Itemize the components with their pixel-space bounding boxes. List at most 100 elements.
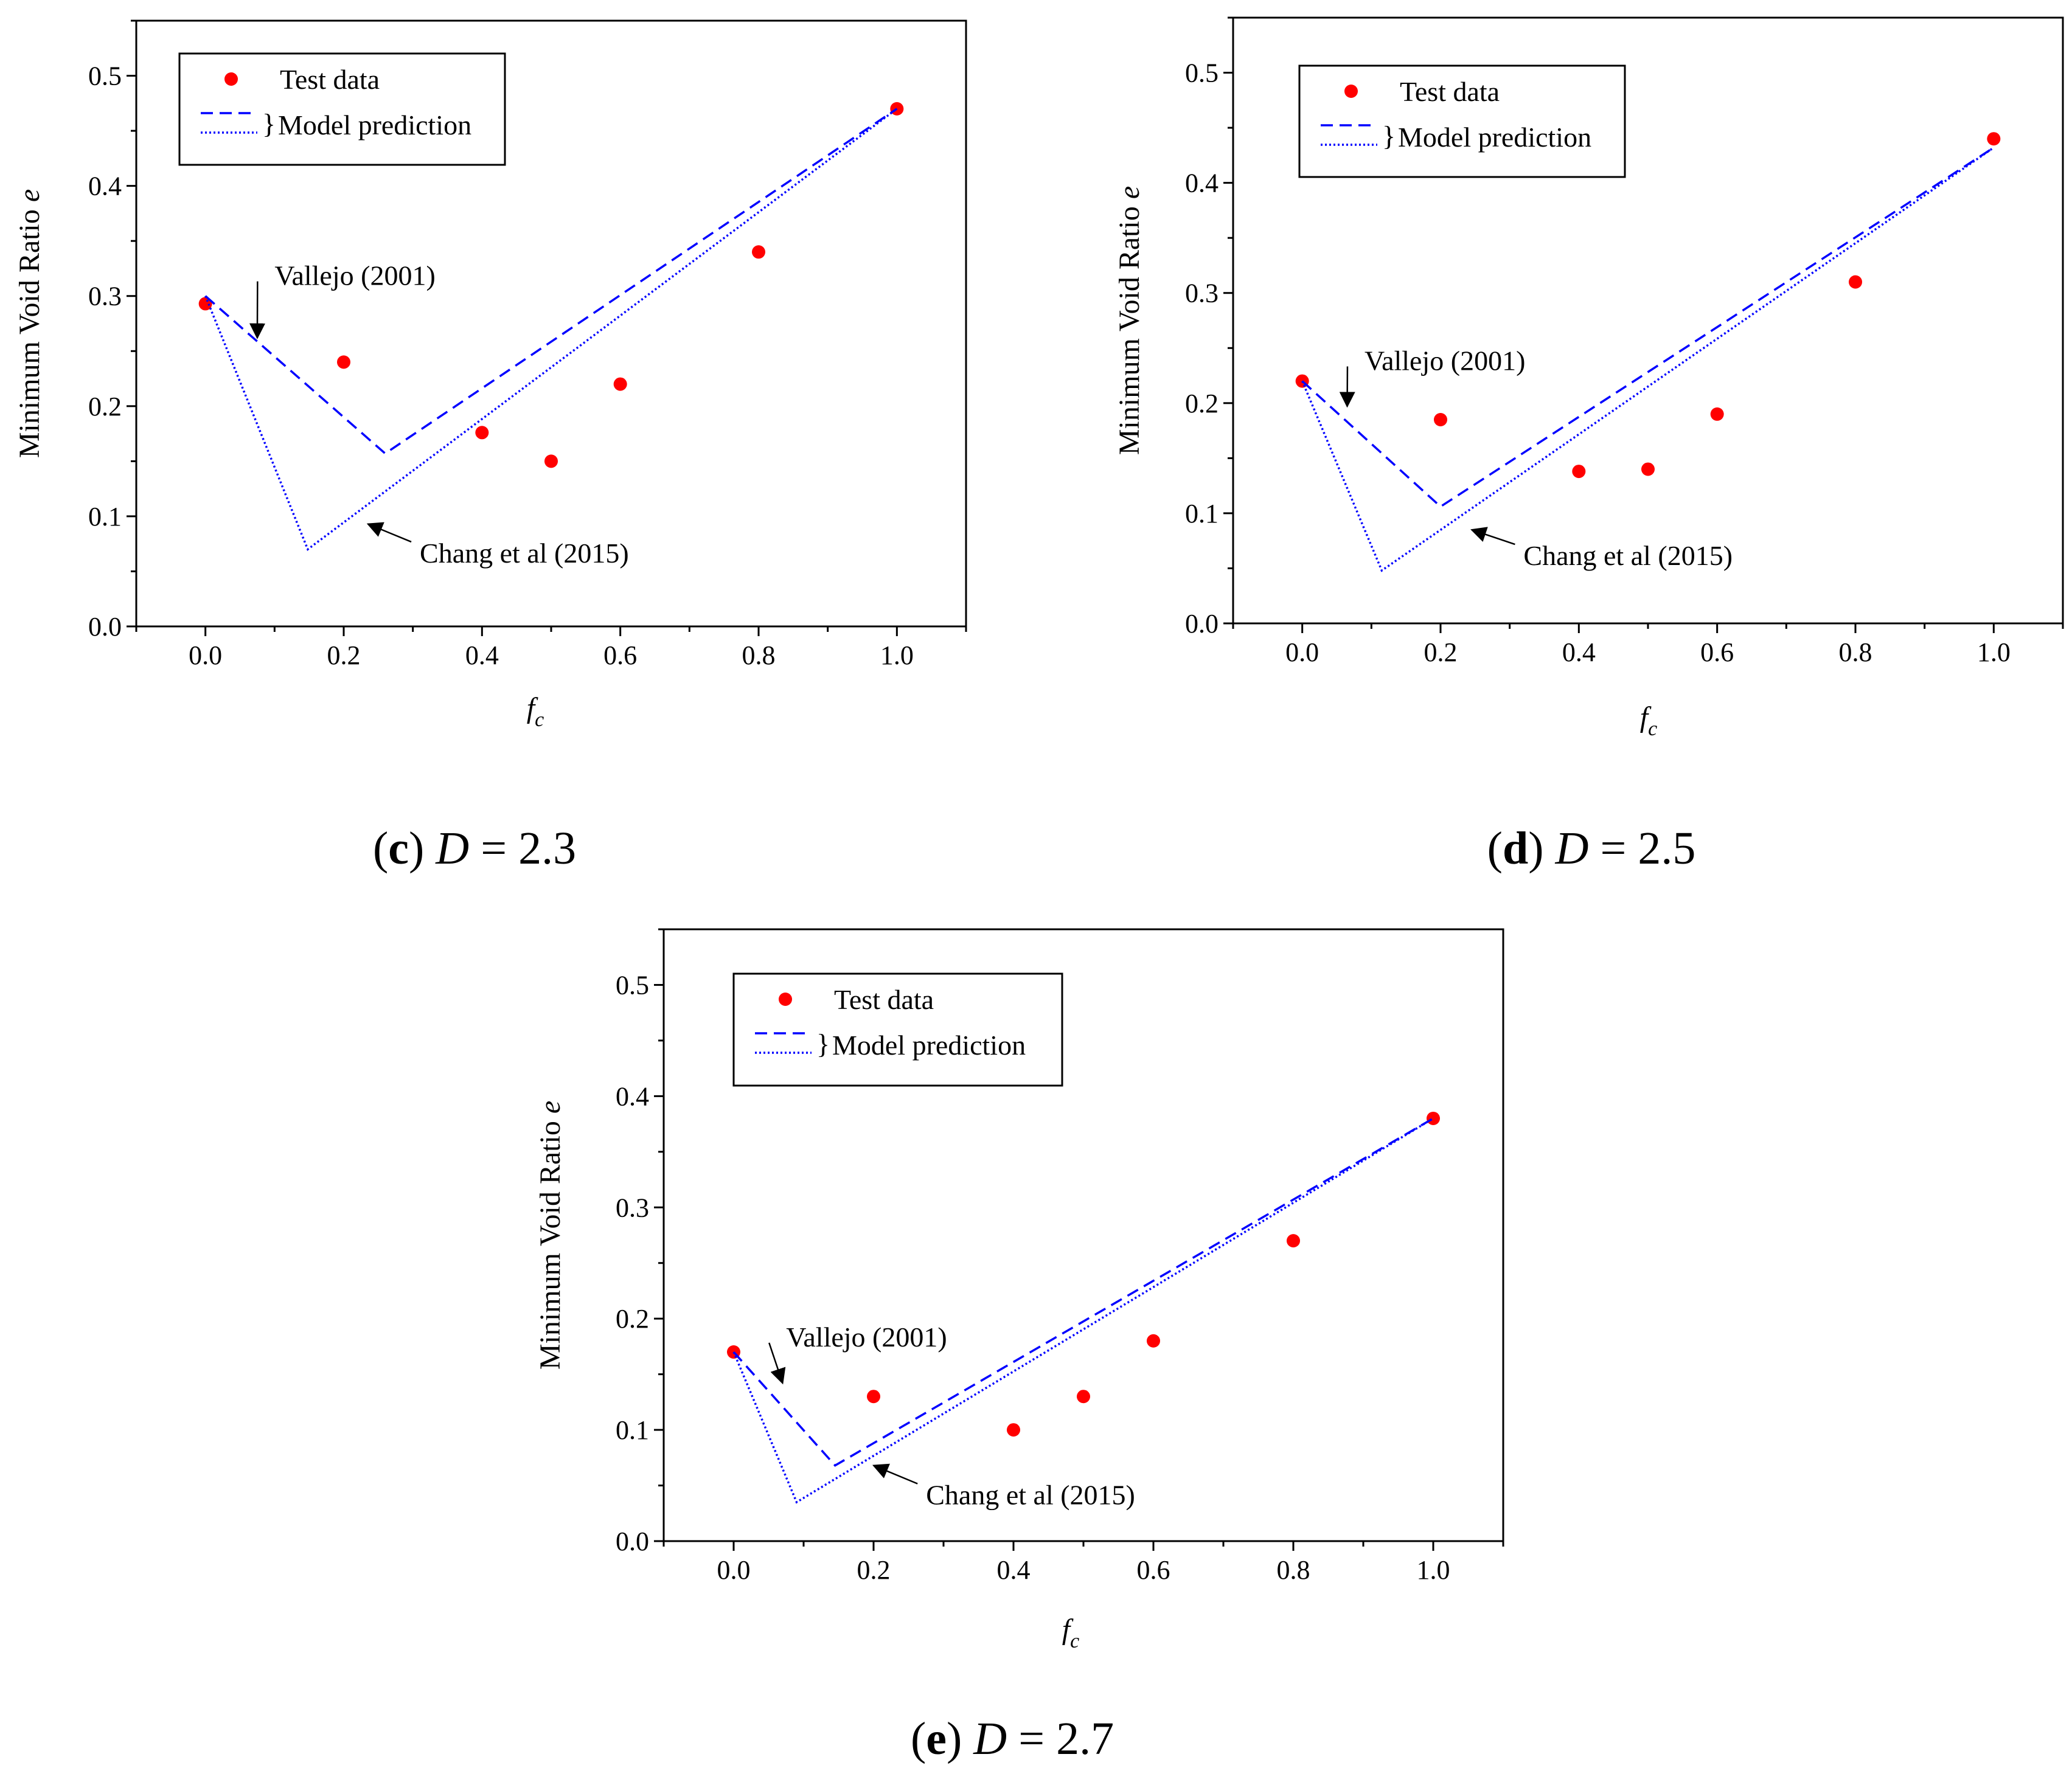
y-axis-title-main: Minimum Void Ratio — [1113, 206, 1146, 455]
vallejo-annotation: Vallejo (2001) — [274, 260, 435, 291]
legend-model-label: Model prediction — [1398, 122, 1591, 153]
caption-paren-open: ( — [1487, 823, 1503, 874]
panel-caption: (e) D = 2.7 — [911, 1713, 1114, 1764]
caption-panel-letter: c — [388, 823, 409, 874]
caption-value: 2.7 — [1056, 1713, 1114, 1764]
legend: Test data} Model prediction — [1298, 64, 1626, 178]
legend-test-label: Test data — [834, 984, 934, 1015]
annotation-arrow — [1470, 527, 1515, 546]
caption-equals: = — [1588, 823, 1638, 874]
y-tick-label: 0.3 — [88, 282, 122, 311]
x-tick-label: 0.6 — [1137, 1555, 1170, 1585]
x-tick-label: 0.2 — [1424, 637, 1458, 667]
x-axis-title-sub: c — [535, 709, 544, 731]
caption-panel-letter: d — [1503, 823, 1528, 874]
y-tick-label: 0.0 — [1185, 609, 1219, 639]
x-axis-title: fc — [1062, 1613, 1079, 1652]
caption-paren-open: ( — [911, 1713, 926, 1764]
caption-paren-close: ) — [1528, 823, 1555, 874]
x-tick-label: 0.6 — [1700, 637, 1734, 667]
caption-paren-open: ( — [373, 823, 388, 874]
panel-caption: (d) D = 2.5 — [1487, 823, 1696, 874]
y-axis-title-space — [13, 202, 46, 209]
y-tick-label: 0.1 — [1185, 499, 1219, 529]
y-tick-label: 0.1 — [88, 502, 122, 532]
x-axis-title-sub: c — [1070, 1630, 1079, 1652]
y-tick-label: 0.5 — [616, 970, 649, 1000]
y-axis-title: Minimum Void Ratio e — [13, 189, 46, 458]
chang-annotation: Chang et al (2015) — [1523, 540, 1733, 571]
caption-value: 2.5 — [1638, 823, 1695, 874]
test-data-point — [1147, 1334, 1160, 1348]
legend-box — [732, 972, 1063, 1087]
legend-brace: } — [1382, 120, 1396, 151]
legend-box — [1298, 64, 1626, 178]
chang-model-line — [1301, 147, 1995, 572]
y-tick-label: 0.2 — [1185, 389, 1219, 418]
x-tick-label: 0.2 — [327, 640, 361, 670]
x-tick-label: 0.8 — [1277, 1555, 1310, 1585]
y-tick-label: 0.4 — [1185, 168, 1219, 198]
legend-box — [178, 52, 506, 166]
test-data-point — [1434, 412, 1447, 426]
y-tick-label: 0.2 — [88, 392, 122, 421]
chang-model-line — [732, 1117, 1434, 1504]
caption-value: 2.3 — [518, 823, 576, 874]
test-data-point — [752, 245, 765, 259]
test-data-point — [1849, 275, 1862, 289]
y-axis-title: Minimum Void Ratio e — [534, 1101, 566, 1370]
y-axis-title-var: e — [13, 189, 46, 202]
x-tick-label: 0.6 — [603, 640, 637, 670]
x-tick-label: 0.0 — [717, 1555, 751, 1585]
vallejo-annotation: Vallejo (2001) — [1365, 345, 1525, 376]
legend-test-marker — [1344, 85, 1358, 98]
test-data-point — [1287, 1234, 1300, 1248]
test-data-point — [1077, 1390, 1090, 1404]
x-tick-label: 0.8 — [1839, 637, 1872, 667]
x-axis-title-sub: c — [1648, 718, 1657, 740]
legend-model-label: Model prediction — [832, 1030, 1026, 1061]
chang-model-line — [204, 108, 898, 551]
x-tick-label: 0.4 — [997, 1555, 1031, 1585]
caption-panel-letter: e — [926, 1713, 947, 1764]
y-tick-label: 0.0 — [88, 612, 122, 642]
test-data-point — [337, 355, 350, 369]
y-tick-label: 0.0 — [616, 1527, 649, 1556]
caption-equals: = — [469, 823, 518, 874]
test-data-point — [1987, 132, 2001, 146]
y-tick-label: 0.3 — [1185, 279, 1219, 308]
test-data-point — [1641, 462, 1655, 476]
x-tick-label: 0.0 — [189, 640, 222, 670]
legend: Test data} Model prediction — [178, 52, 506, 166]
test-data-point — [1427, 1111, 1440, 1125]
test-data-point — [475, 426, 489, 440]
test-data-point — [613, 377, 627, 391]
annotation-arrow — [872, 1463, 918, 1485]
y-tick-label: 0.4 — [88, 172, 122, 201]
y-axis-title-var: e — [1113, 186, 1146, 199]
legend-test-label: Test data — [280, 64, 380, 95]
legend-brace: } — [816, 1028, 830, 1059]
legend-test-marker — [779, 993, 792, 1006]
test-data-point — [544, 454, 558, 468]
x-axis-title: fc — [527, 692, 544, 731]
annotation-arrow — [366, 522, 412, 543]
x-tick-label: 1.0 — [880, 640, 914, 670]
legend-test-label: Test data — [1400, 76, 1500, 107]
x-tick-label: 0.4 — [465, 640, 499, 670]
y-tick-label: 0.4 — [616, 1081, 649, 1111]
y-axis-title-main: Minimum Void Ratio — [534, 1121, 566, 1370]
panel-caption: (c) D = 2.3 — [373, 823, 576, 874]
legend-test-marker — [224, 72, 238, 86]
legend-brace: } — [262, 108, 276, 139]
vallejo-model-line — [1301, 147, 1995, 508]
chart-panel-0: 0.0 0.2 0.4 0.6 0.8 1.0 0.0 0.1 0.2 0.3 0.4 0.5 fc Mi… — [13, 19, 967, 874]
vallejo-annotation: Vallejo (2001) — [786, 1322, 947, 1353]
y-axis-title-main: Minimum Void Ratio — [13, 209, 46, 458]
y-tick-label: 0.5 — [1185, 58, 1219, 88]
caption-paren-close: ) — [409, 823, 436, 874]
y-axis-title-space — [534, 1114, 566, 1121]
caption-paren-close: ) — [947, 1713, 973, 1764]
x-tick-label: 0.4 — [1562, 637, 1596, 667]
